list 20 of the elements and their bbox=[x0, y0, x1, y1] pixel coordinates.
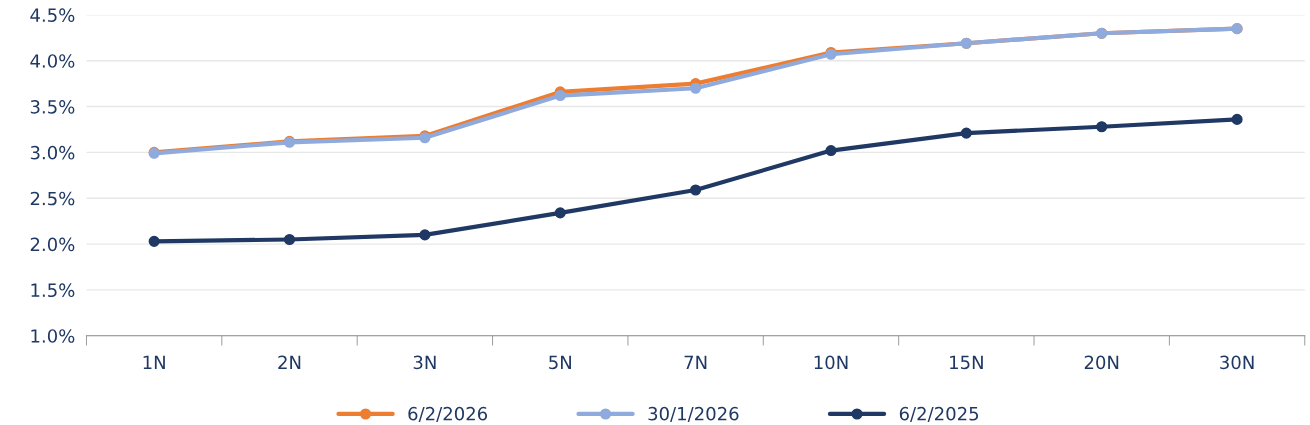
x-tick-label: 10N bbox=[814, 355, 848, 370]
y-tick-label: 2.0% bbox=[30, 237, 75, 252]
y-tick-label: 1.0% bbox=[31, 329, 75, 343]
x-tick-label: 20N bbox=[1084, 355, 1119, 370]
x-tick-label: 3N bbox=[413, 355, 436, 370]
y-tick-label: 4.0% bbox=[30, 54, 75, 68]
legend-label: 30/1/2026 bbox=[648, 406, 739, 422]
y-tick-label: 3.5% bbox=[30, 100, 75, 114]
x-tick-label: 7N bbox=[684, 355, 707, 369]
x-tick-label: 15N bbox=[950, 355, 983, 370]
y-tick-label: 2.5% bbox=[30, 191, 75, 206]
legend-label: 6/2/2026 bbox=[408, 406, 488, 422]
x-tick-label: 1N bbox=[143, 355, 165, 369]
x-tick-label: 5N bbox=[549, 355, 571, 370]
x-tick-label: 30N bbox=[1220, 355, 1254, 370]
y-tick-label: 1.5% bbox=[31, 283, 75, 298]
y-tick-label: 4.5% bbox=[30, 8, 75, 22]
legend-label: 6/2/2025 bbox=[899, 406, 979, 422]
x-tick-label: 2N bbox=[278, 355, 301, 369]
y-tick-label: 3.0% bbox=[30, 145, 75, 160]
